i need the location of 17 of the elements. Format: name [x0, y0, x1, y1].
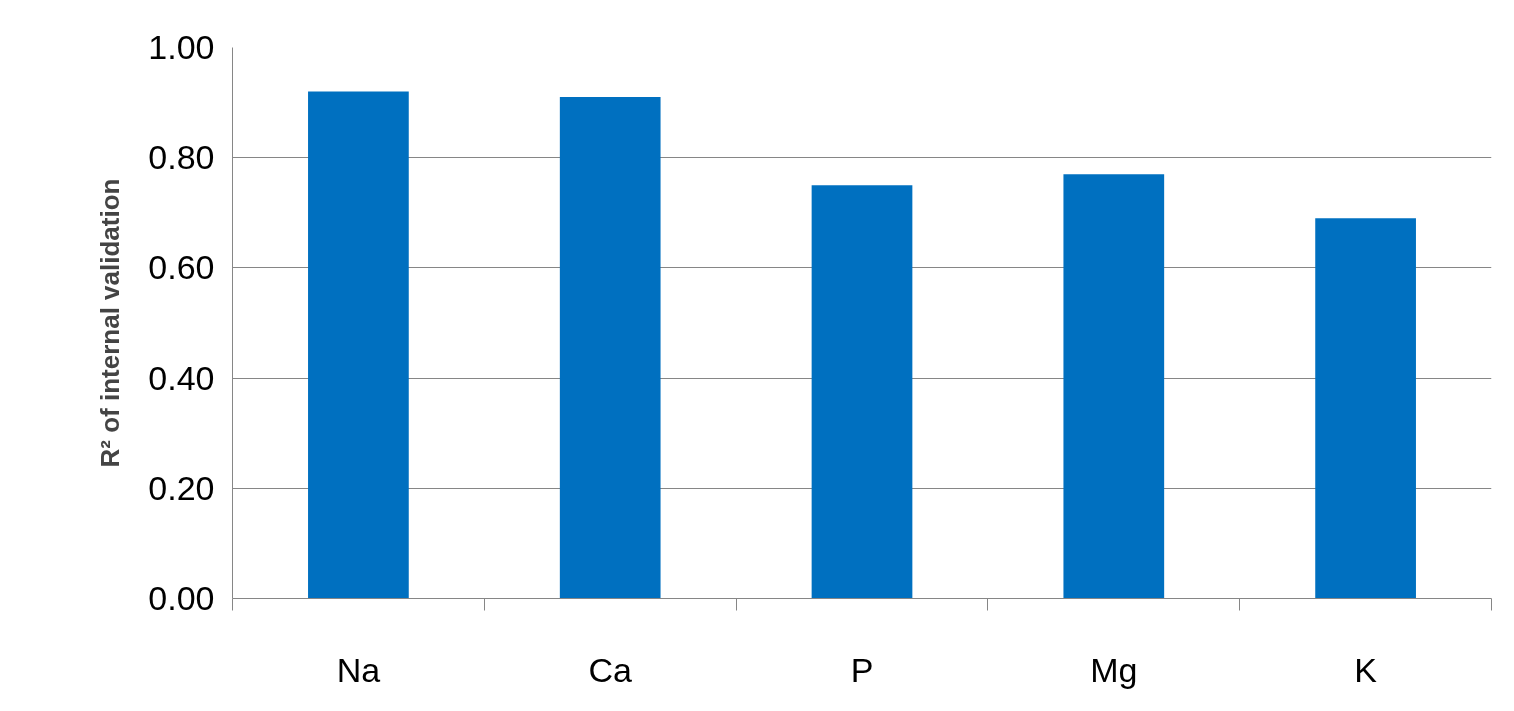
- y-axis-title: R² of internal validation: [95, 178, 126, 468]
- y-tick-label: 0.80: [148, 138, 215, 177]
- x-tick-label: P: [850, 650, 874, 689]
- y-tick-label: 0.60: [148, 248, 215, 287]
- bar: [811, 185, 913, 599]
- bar: [559, 97, 661, 599]
- x-tick-label: Ca: [588, 650, 633, 689]
- bar: [1063, 174, 1165, 599]
- x-tick-label: Mg: [1090, 650, 1138, 689]
- x-tick-label: K: [1354, 650, 1378, 689]
- x-tick-label: Na: [336, 650, 381, 689]
- y-tick-label: 0.40: [148, 358, 215, 397]
- bar: [1315, 218, 1416, 599]
- y-tick-label: 1.00: [148, 28, 215, 66]
- y-tick-label: 0.20: [148, 468, 215, 507]
- bar: [308, 91, 409, 599]
- y-tick-label: 0.00: [148, 579, 215, 617]
